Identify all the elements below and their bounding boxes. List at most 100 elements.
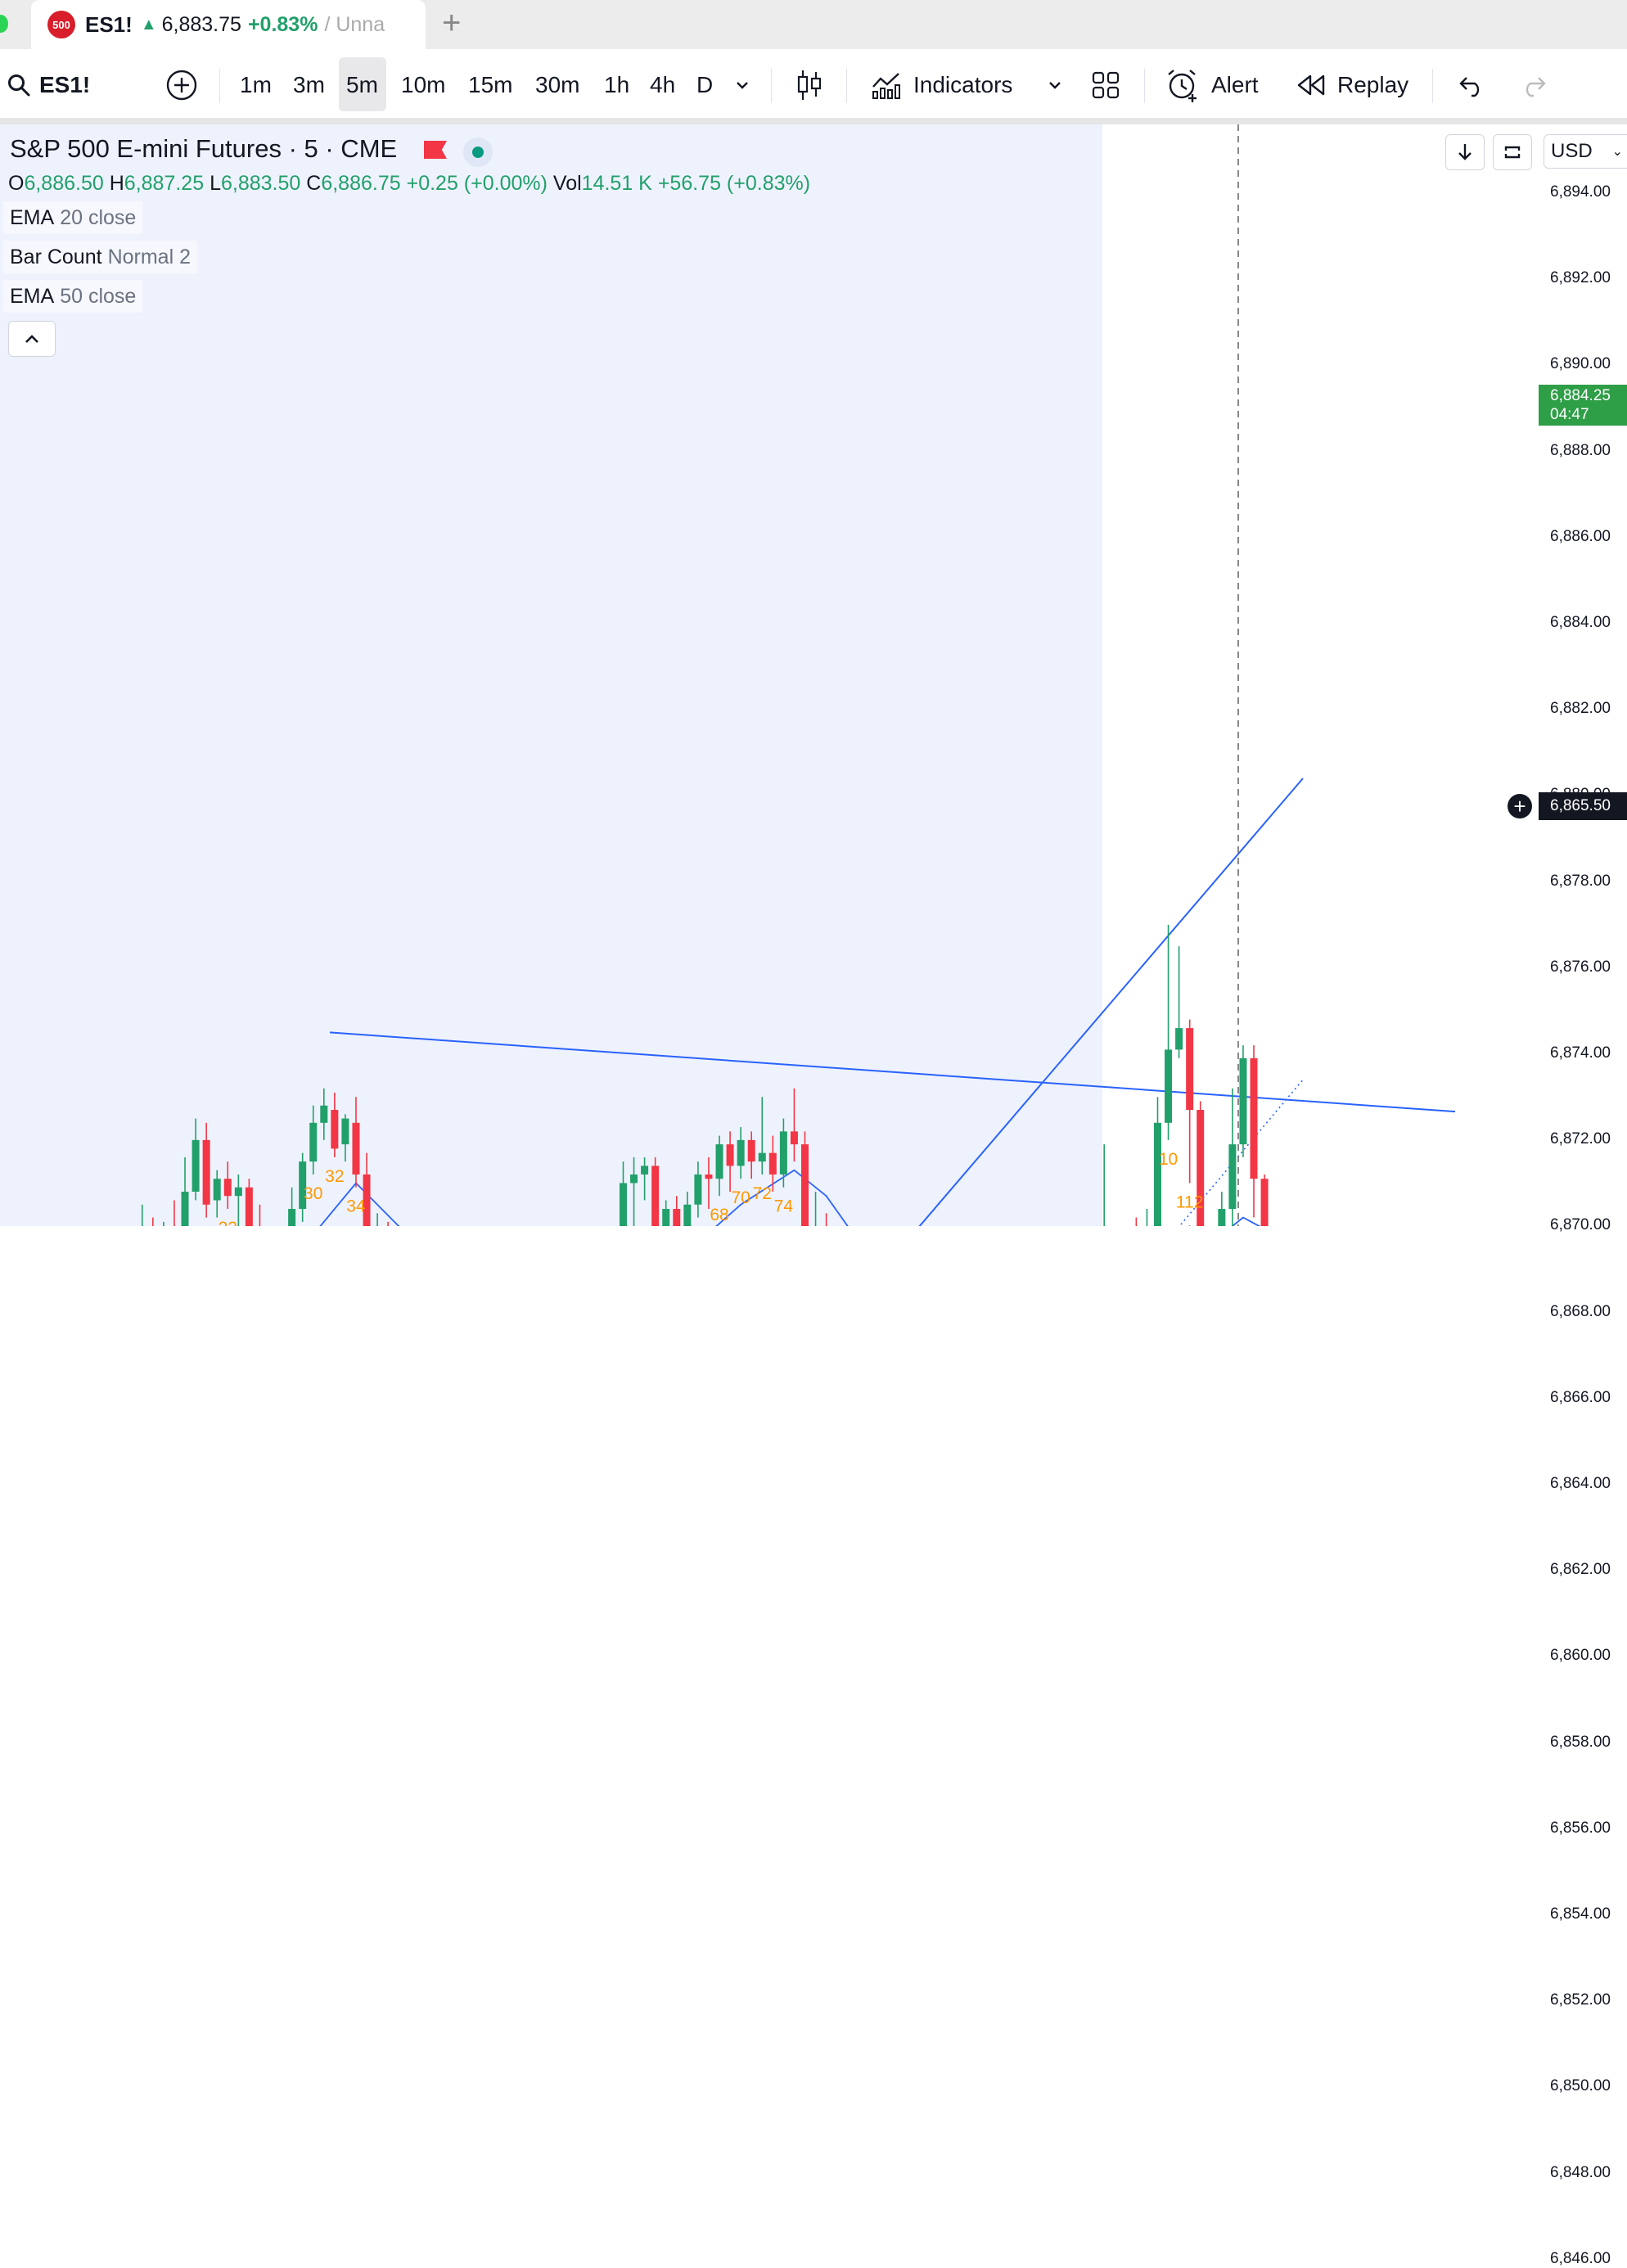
candle-body [1218,1209,1226,1226]
currency-selector[interactable]: USD ⌄ [1544,134,1627,169]
new-tab-button[interactable]: + [442,5,462,41]
interval-d[interactable]: D [696,72,714,97]
tab-change: +0.83% [247,12,318,36]
price-tick-label: 6,862.00 [1550,1561,1611,1579]
market-status-icon[interactable] [463,138,493,167]
alarm-clock-icon [1168,70,1197,102]
collapse-legend-button[interactable] [8,321,56,357]
candle-body [1250,1057,1258,1179]
toolbar-divider [0,118,1627,124]
candle-body [245,1187,253,1226]
indicator-bar-count[interactable]: Bar Count Normal 2 [3,241,197,273]
symbol-search-button[interactable]: ES1! [7,52,90,118]
price-tick-label: 6,886.00 [1550,527,1611,545]
candle-body [641,1166,649,1175]
interval-10m[interactable]: 10m [401,72,446,97]
flag-icon[interactable] [424,141,447,159]
open-label: O [8,172,25,195]
candles-icon [797,70,822,100]
indicator-ema-50[interactable]: EMA 50 close [3,280,143,313]
interval-3m[interactable]: 3m [293,72,325,97]
bar-count-label: 112 [1176,1193,1203,1211]
candle-body [630,1174,638,1184]
indicator-params: 20 close [60,205,137,229]
candle-body [790,1131,798,1145]
price-tick-label: 6,882.00 [1550,700,1611,718]
price-tick-label: 6,846.00 [1550,2249,1611,2267]
candle-body [726,1144,734,1166]
bar-count-label: 72 [753,1184,772,1203]
candle-body [747,1139,755,1162]
price-tick-label: 6,854.00 [1550,1905,1611,1923]
redo-button[interactable] [1519,52,1547,118]
interval-15m[interactable]: 15m [468,72,513,97]
price-axis[interactable] [1539,124,1627,1226]
interval-5m[interactable]: 5m [346,72,378,97]
tab-symbol: ES1! [85,11,133,37]
add-alert-plus-icon[interactable]: + [1508,794,1532,818]
redo-icon [1526,77,1546,97]
layouts-button[interactable] [1092,52,1120,118]
candle-body [705,1174,713,1179]
indicator-ema-20[interactable]: EMA 20 close [3,201,143,234]
indicator-name: EMA [10,284,55,308]
close-value: 6,886.75 [321,172,401,195]
price-tick-label: 6,868.00 [1550,1302,1611,1320]
bar-count-label: 68 [710,1206,728,1224]
price-chart[interactable]: 2468101214161820222426283032343638404244… [0,124,1539,1226]
price-tick-label: 6,858.00 [1550,1733,1611,1751]
candle-body [223,1179,232,1197]
interval-1h[interactable]: 1h [604,72,630,97]
symbol-logo-icon: 500 [47,11,75,38]
price-tick-label: 6,876.00 [1550,958,1611,976]
indicator-templates-button[interactable] [1046,52,1064,118]
volume-value: 14.51 K [581,172,652,195]
bar-count-label: 34 [346,1197,366,1216]
crosshair-price-tag: 6,865.50 [1539,792,1627,820]
chart-type-button[interactable] [795,52,823,118]
price-tick-label: 6,894.00 [1550,183,1611,201]
last-price-tag: 6,884.25 04:47 [1539,385,1627,426]
legend-title[interactable]: S&P 500 E-mini Futures · 5 · CME [10,134,398,164]
interval-1m[interactable]: 1m [240,72,272,97]
auto-scale-button[interactable] [1493,134,1532,170]
selected-interval-highlight [339,57,386,111]
candle-body [651,1166,660,1226]
undo-button[interactable] [1458,52,1486,118]
search-icon [8,74,30,97]
price-tick-label: 6,872.00 [1550,1130,1611,1148]
compare-button[interactable] [165,52,198,118]
price-tick-label: 6,852.00 [1550,1991,1611,2009]
replay-button[interactable]: Replay [1296,52,1408,118]
price-tick-label: 6,870.00 [1550,1216,1611,1234]
bar-countdown: 04:47 [1550,406,1589,423]
candle-body [662,1209,670,1226]
close-label: C [306,172,322,195]
bar-count-label: 22 [219,1219,237,1226]
tab-layout-name: / Unna [324,12,385,36]
chevron-down-icon [1049,82,1061,89]
chart-tab[interactable]: 500 ES1! ▲ 6,883.75 +0.83% / Unna [31,0,426,49]
low-value: 6,883.50 [220,172,301,195]
last-price: 6,884.25 [1550,387,1611,404]
toolbar-symbol: ES1! [39,72,91,97]
channel-top-line [329,1031,1456,1113]
candle-body [234,1187,242,1197]
price-tick-label: 6,892.00 [1550,269,1611,287]
replay-icon [1297,74,1325,96]
candle-body [288,1209,296,1226]
bar-change: +0.25 (+0.00%) [406,172,548,195]
interval-dropdown-button[interactable] [733,52,751,118]
candle-body [758,1152,766,1162]
price-tick-label: 6,864.00 [1550,1475,1611,1492]
alert-button[interactable]: Alert [1165,52,1259,118]
scroll-to-latest-button[interactable] [1445,134,1485,170]
window-dot-icon[interactable] [0,15,8,33]
high-label: H [109,172,124,195]
refresh-icon [1504,146,1521,159]
interval-30m[interactable]: 30m [535,72,580,97]
price-tick-label: 6,888.00 [1550,441,1611,459]
indicators-button[interactable]: Indicators [871,52,1012,118]
interval-4h[interactable]: 4h [650,72,676,97]
candle-body [715,1144,723,1179]
